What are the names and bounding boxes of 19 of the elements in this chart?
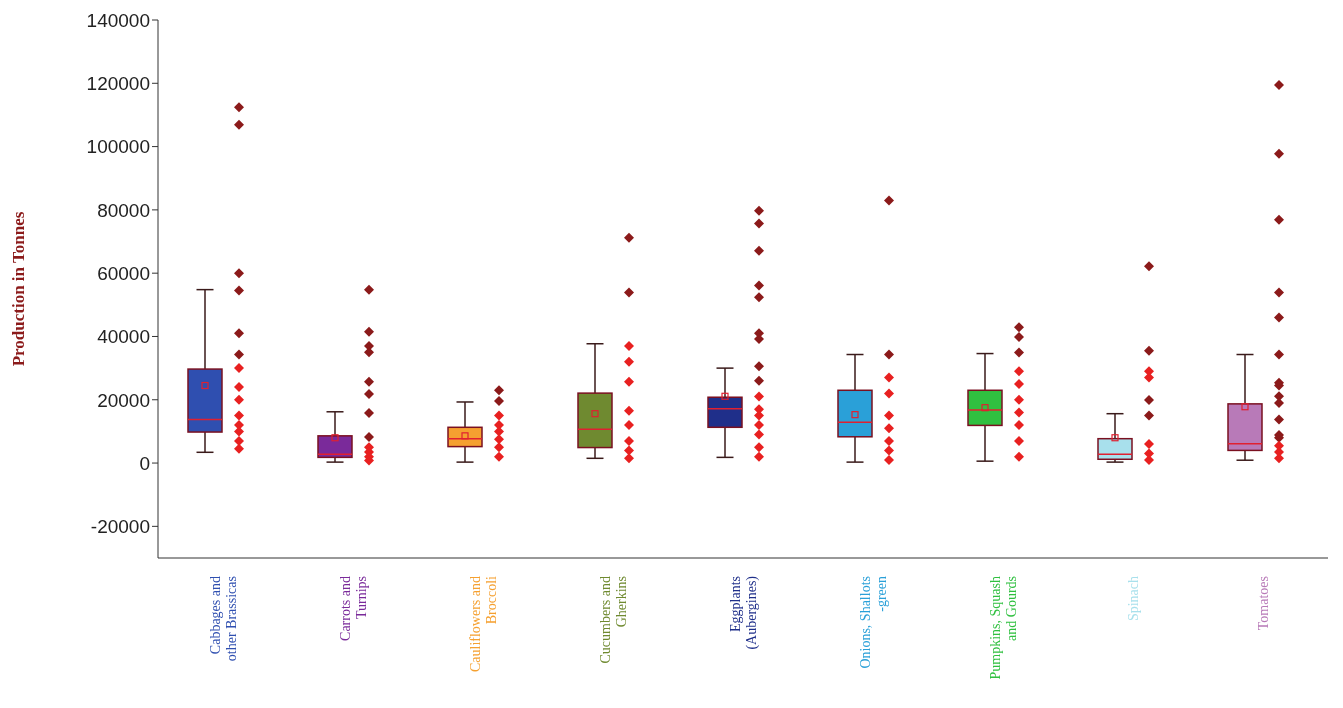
y-tick-label: 100000	[86, 136, 150, 158]
x-tick-label: Cabbages and other Brassicas	[208, 576, 239, 662]
x-tick-label: Onions, Shallots -green	[858, 576, 889, 669]
x-tick-label: Cauliflowers and Broccoli	[468, 575, 499, 673]
x-tick-label: Cucumbers and Gherkins	[598, 576, 629, 664]
x-tick-label: Pumpkins, Squash and Gourds	[988, 576, 1019, 680]
x-tick-label: Carrots and Turnips	[338, 576, 369, 641]
y-tick-label: 80000	[97, 199, 150, 221]
y-tick-label: 60000	[97, 262, 150, 284]
y-tick-label: 40000	[97, 326, 150, 348]
x-tick-label: Tomatoes	[1256, 576, 1271, 631]
x-tick-label: Spinach	[1126, 576, 1141, 622]
y-axis-title: Production in Tonnes	[9, 211, 29, 367]
x-tick-label: Eggplants (Aubergines)	[728, 575, 760, 650]
y-tick-label: -20000	[90, 516, 150, 538]
y-tick-label: 20000	[97, 389, 150, 411]
y-tick-label: 120000	[86, 73, 150, 95]
y-tick-label: 0	[139, 452, 150, 474]
y-tick-label: 140000	[86, 9, 150, 31]
